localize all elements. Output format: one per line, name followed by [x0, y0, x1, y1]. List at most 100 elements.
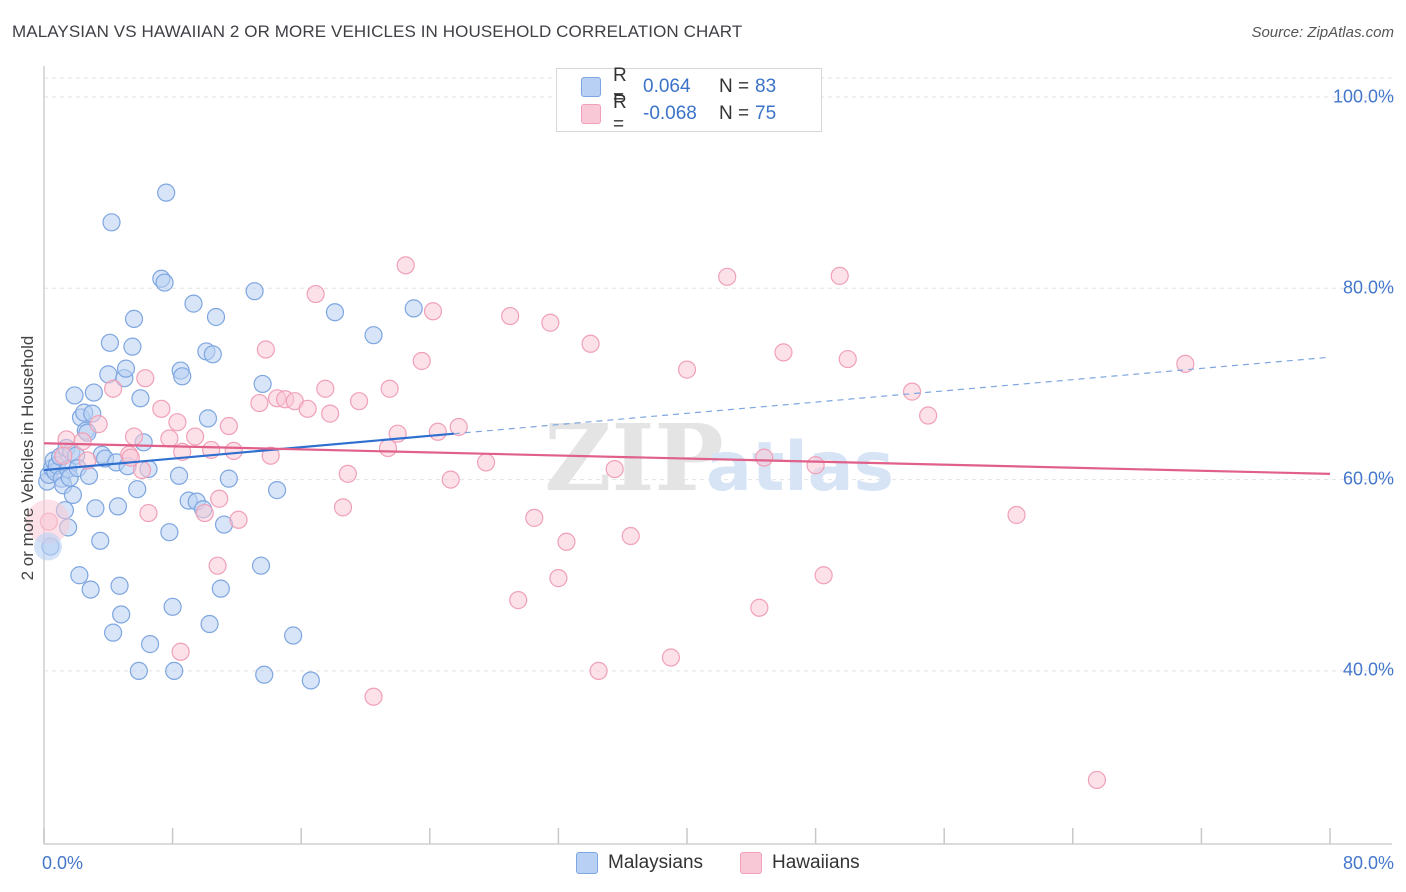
malaysians-point [255, 665, 274, 684]
malaysians-point [81, 580, 100, 599]
hawaiians-point [396, 256, 415, 275]
malaysians-point [211, 579, 230, 598]
malaysians-point [364, 326, 383, 345]
hawaiians-point [124, 427, 144, 446]
hawaiians-point [132, 460, 152, 480]
hawaiians-point [186, 427, 205, 446]
malaysians-point [124, 309, 144, 329]
hawaiians-point [838, 349, 857, 369]
hawaiians-point [168, 413, 187, 432]
malaysians-point [70, 566, 89, 585]
hawaiians-point [321, 404, 340, 423]
malaysians-point [65, 386, 84, 405]
n-label: N = [719, 76, 750, 97]
n-label: N = [719, 103, 750, 124]
hawaiians-point [549, 569, 568, 588]
hawaiians-point [139, 503, 158, 523]
hawaiians-point [605, 459, 624, 479]
hawaiians-point [806, 456, 825, 475]
malaysians-point [198, 409, 218, 428]
legend-row-malaysians: R = 0.064 N = 83 [581, 65, 777, 108]
hawaiians-point [73, 432, 92, 451]
malaysians-point [267, 481, 287, 500]
hawaiians-point [152, 399, 171, 418]
hawaiians-point [349, 392, 369, 411]
hawaiians-point [54, 446, 73, 465]
malaysians-point [155, 273, 174, 292]
hawaiians-point [298, 399, 317, 418]
hawaiians-point [501, 306, 520, 326]
hawaiians-point [557, 532, 576, 551]
malaysians-point [184, 294, 203, 313]
hawaiians-swatch [740, 852, 762, 874]
malaysians-point [245, 282, 264, 301]
correlation-legend: R = 0.064 N = 83 R = -0.068 N = 75 [556, 65, 822, 135]
hawaiians-point [412, 351, 431, 371]
malaysians-swatch [576, 852, 598, 874]
hawaiians-point [250, 393, 269, 413]
n-value: 83 [755, 76, 777, 97]
y-axis-label: 2 or more Vehicles in Household [18, 335, 37, 581]
hawaiians-point [755, 448, 774, 467]
malaysians-point [86, 499, 105, 518]
hawaiians-point [774, 343, 793, 362]
r-value: -0.068 [643, 103, 697, 124]
hawaiians-point [919, 406, 938, 425]
hawaiians-point [677, 360, 697, 379]
legend-item-malaysians[interactable]: Malaysians [576, 852, 703, 874]
malaysians-point [100, 333, 120, 352]
hawaiians-point [449, 417, 468, 437]
r-value: 0.064 [643, 76, 691, 97]
hawaiians-point [160, 429, 179, 448]
malaysians-point [169, 466, 189, 485]
y-tick-label: 100.0% [1332, 86, 1394, 107]
malaysians-point [84, 383, 103, 402]
hawaiians-point [428, 422, 447, 441]
legend-label: Malaysians [608, 852, 704, 873]
y-tick-label: 40.0% [1342, 659, 1394, 680]
hawaiians-point [224, 441, 243, 461]
r-label: R = [613, 92, 627, 135]
hawaiians-point [338, 464, 357, 483]
hawaiians-point [210, 489, 229, 508]
hawaiians-point [476, 453, 496, 472]
hawaiians-point [316, 379, 335, 398]
malaysians-point [165, 661, 184, 681]
malaysians-point [91, 531, 110, 550]
malaysians-point [301, 671, 320, 690]
malaysians-point [173, 367, 192, 386]
malaysians-point [325, 303, 345, 322]
malaysians-point [203, 345, 222, 364]
malaysians-point [112, 605, 131, 624]
hawaiians-point [814, 566, 833, 585]
hawaiians-point [136, 369, 155, 388]
hawaiians-point [57, 430, 76, 449]
hawaiians-point [1007, 505, 1026, 525]
malaysians-point [128, 480, 147, 499]
malaysians-point [157, 183, 176, 202]
watermark-atlas: atlas [706, 428, 894, 507]
malaysians-point [63, 485, 83, 505]
malaysians-point [79, 466, 99, 485]
r-label: R = [613, 65, 627, 108]
x-tick-label-min: 0.0% [42, 853, 84, 873]
hawaiians-point [621, 526, 640, 546]
hawaiians-point [171, 642, 190, 661]
hawaiians-point [581, 334, 600, 353]
hawaiians-point [1176, 354, 1195, 373]
hawaiians-point [441, 470, 460, 489]
malaysians-point [131, 389, 150, 408]
hawaiians-point [89, 415, 108, 434]
malaysians-point [110, 576, 129, 595]
hawaiians-point [380, 379, 399, 398]
malaysians-point [206, 307, 226, 327]
malaysians-point [104, 623, 123, 642]
legend-item-hawaiians[interactable]: Hawaiians [740, 852, 860, 874]
hawaiians-point [378, 438, 398, 458]
x-tick-label-max: 80.0% [1342, 853, 1394, 873]
legend-row-hawaiians: R = -0.068 N = 75 [581, 92, 776, 135]
hawaiians-point [219, 416, 238, 436]
malaysians-point [163, 597, 182, 616]
hawaiians-point [541, 313, 560, 332]
hawaiians-point [902, 382, 922, 401]
